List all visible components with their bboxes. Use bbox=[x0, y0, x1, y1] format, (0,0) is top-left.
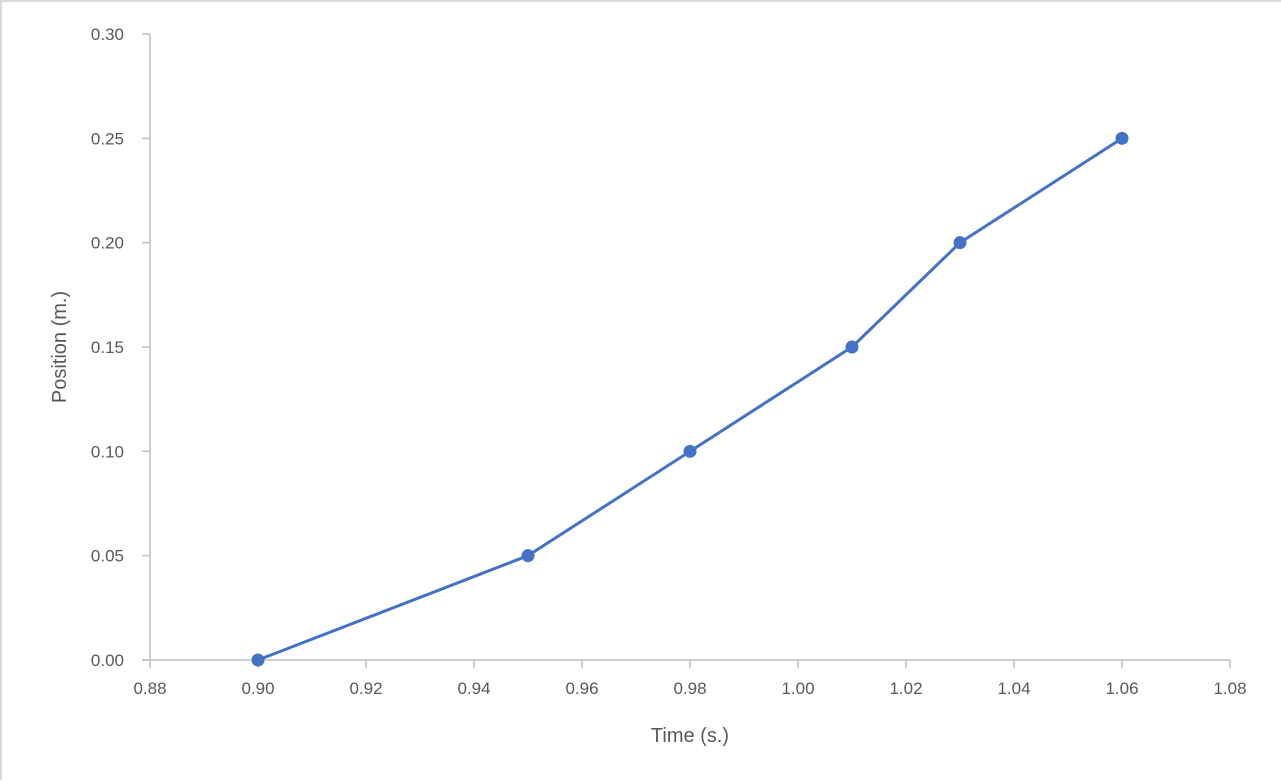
y-tick-label: 0.00 bbox=[91, 651, 124, 670]
x-tick-label: 1.04 bbox=[997, 679, 1030, 698]
data-point-marker[interactable] bbox=[1115, 131, 1129, 145]
y-tick-labels: 0.00 0.05 0.10 0.15 0.20 0.25 0.30 bbox=[91, 25, 124, 670]
x-tick-label: 0.98 bbox=[673, 679, 706, 698]
x-tick-labels: 0.88 0.90 0.92 0.94 0.96 0.98 1.00 1.02 1.04 1.06… bbox=[133, 679, 1246, 698]
x-tick-label: 1.02 bbox=[889, 679, 922, 698]
y-tick-label: 0.30 bbox=[91, 25, 124, 44]
data-point-marker[interactable] bbox=[953, 236, 967, 250]
data-point-marker[interactable] bbox=[845, 340, 859, 354]
x-tick-label: 1.08 bbox=[1213, 679, 1246, 698]
data-point-marker[interactable] bbox=[683, 444, 697, 458]
x-tick-label: 1.06 bbox=[1105, 679, 1138, 698]
y-tick-label: 0.25 bbox=[91, 129, 124, 148]
y-tick-label: 0.15 bbox=[91, 338, 124, 357]
x-tick-label: 0.96 bbox=[565, 679, 598, 698]
y-axis-title: Position (m.) bbox=[49, 291, 71, 403]
x-tick-label: 0.88 bbox=[133, 679, 166, 698]
x-tick-label: 0.94 bbox=[457, 679, 490, 698]
x-tick-label: 1.00 bbox=[781, 679, 814, 698]
x-axis-title: Time (s.) bbox=[651, 725, 729, 747]
x-tick-label: 0.90 bbox=[241, 679, 274, 698]
data-point-marker[interactable] bbox=[251, 653, 265, 667]
y-tick-label: 0.10 bbox=[91, 442, 124, 461]
series-line bbox=[257, 137, 1123, 662]
data-series bbox=[251, 131, 1129, 667]
data-point-marker[interactable] bbox=[521, 549, 535, 563]
y-tick-label: 0.05 bbox=[91, 547, 124, 566]
x-tick-label: 0.92 bbox=[349, 679, 382, 698]
y-tick-label: 0.20 bbox=[91, 234, 124, 253]
axes bbox=[142, 33, 1231, 668]
